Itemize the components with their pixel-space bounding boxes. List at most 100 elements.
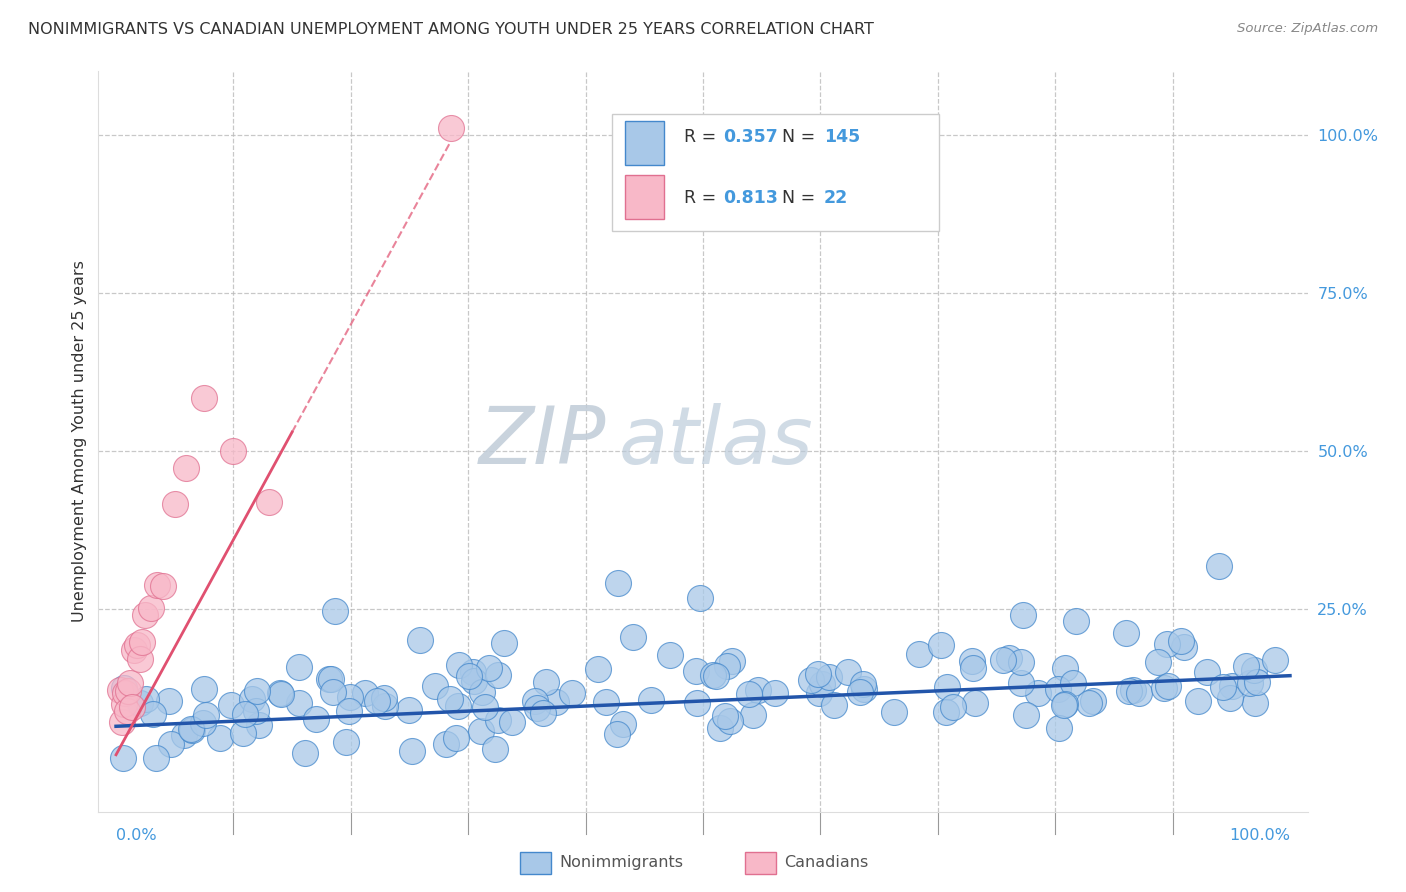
Point [716,659,738,673]
Point [240,691,263,706]
Point [114,685,136,699]
Point [848,685,870,699]
Text: N =: N = [782,189,820,207]
Point [318,672,340,686]
Point [486,667,509,681]
Text: 145: 145 [824,128,860,146]
Point [463,674,485,689]
Point [484,742,506,756]
Point [423,679,446,693]
Point [142,706,165,721]
Point [1015,707,1038,722]
Point [322,685,344,699]
Point [1197,665,1219,679]
Point [323,603,346,617]
Point [463,665,485,680]
Point [721,654,744,668]
Point [129,696,152,710]
Point [1219,690,1241,705]
Point [1220,679,1243,693]
Point [145,751,167,765]
Point [1011,607,1033,622]
Point [458,669,481,683]
Point [1243,663,1265,677]
Point [686,696,709,710]
Point [401,744,423,758]
Point [1128,685,1150,699]
Point [714,709,737,723]
Point [991,653,1014,667]
Point [1239,676,1261,690]
Point [233,707,256,722]
Point [434,737,457,751]
Text: R =: R = [683,189,721,207]
Point [823,698,845,712]
Point [193,392,215,406]
Point [486,713,509,727]
Point [1153,681,1175,696]
Point [595,695,617,709]
Point [193,681,215,696]
Point [159,737,181,751]
Point [1066,614,1088,628]
Point [1173,640,1195,654]
Point [122,643,145,657]
Point [373,690,395,705]
Point [960,655,983,669]
Point [709,721,731,735]
Point [398,703,420,717]
Point [1053,697,1076,711]
Point [936,681,959,695]
Point [305,712,328,726]
Point [702,668,724,682]
Text: Source: ZipAtlas.com: Source: ZipAtlas.com [1237,22,1378,36]
Point [111,751,134,765]
Point [288,696,311,710]
Point [232,726,254,740]
Point [135,692,157,706]
Point [965,696,987,710]
Point [1234,659,1257,673]
Point [494,636,516,650]
Point [474,699,496,714]
Point [115,704,138,718]
Point [219,698,242,712]
Text: NONIMMIGRANTS VS CANADIAN UNEMPLOYMENT AMONG YOUTH UNDER 25 YEARS CORRELATION CH: NONIMMIGRANTS VS CANADIAN UNEMPLOYMENT A… [28,22,875,37]
Point [337,704,360,718]
Point [195,707,218,722]
Point [908,647,931,661]
Point [1062,675,1084,690]
Point [837,665,859,679]
Point [152,579,174,593]
Point [523,694,546,708]
Text: ZIP: ZIP [479,402,606,481]
Point [935,705,957,719]
Point [1157,679,1180,693]
Text: atlas: atlas [619,402,813,481]
Point [718,714,741,728]
Y-axis label: Unemployment Among Youth under 25 years: Unemployment Among Youth under 25 years [72,260,87,623]
Point [1049,721,1071,735]
Point [606,727,628,741]
Point [163,497,186,511]
Point [128,652,150,666]
Point [607,575,630,590]
Point [374,698,396,713]
Point [586,662,609,676]
Point [544,695,567,709]
Text: Canadians: Canadians [785,855,869,870]
Point [1010,676,1032,690]
Text: Nonimmigrants: Nonimmigrants [560,855,683,870]
Point [1146,655,1168,669]
Point [621,630,644,644]
Point [1115,626,1137,640]
Point [1077,696,1099,710]
Point [704,669,727,683]
Point [747,682,769,697]
Text: 0.357: 0.357 [723,128,778,146]
Point [962,661,984,675]
Point [409,633,432,648]
Point [1122,682,1144,697]
Point [288,659,311,673]
Point [245,704,267,718]
